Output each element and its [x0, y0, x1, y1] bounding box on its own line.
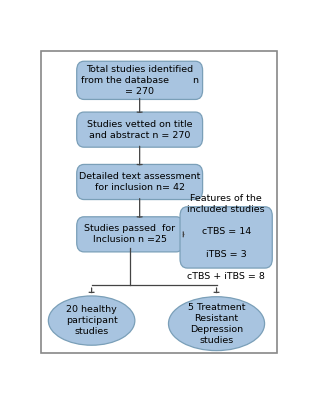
FancyBboxPatch shape	[77, 112, 203, 147]
FancyBboxPatch shape	[77, 217, 184, 252]
FancyBboxPatch shape	[77, 61, 203, 100]
Text: Detailed text assessment
for inclusion n= 42: Detailed text assessment for inclusion n…	[79, 172, 200, 192]
Text: 5 Treatment
Resistant
Depression
studies: 5 Treatment Resistant Depression studies	[188, 302, 245, 345]
Ellipse shape	[169, 297, 264, 351]
FancyBboxPatch shape	[180, 207, 272, 268]
Text: Studies passed  for
Inclusion n =25: Studies passed for Inclusion n =25	[85, 224, 175, 244]
Text: Total studies identified
from the database        n
= 270: Total studies identified from the databa…	[81, 65, 199, 96]
Text: Studies vetted on title
and abstract n = 270: Studies vetted on title and abstract n =…	[87, 120, 193, 140]
Text: Features of the
included studies

cTBS = 14

iTBS = 3

cTBS + iTBS = 8: Features of the included studies cTBS = …	[187, 194, 265, 281]
FancyBboxPatch shape	[77, 164, 203, 200]
Text: 20 healthy
participant
studies: 20 healthy participant studies	[66, 305, 117, 336]
Ellipse shape	[48, 296, 135, 345]
